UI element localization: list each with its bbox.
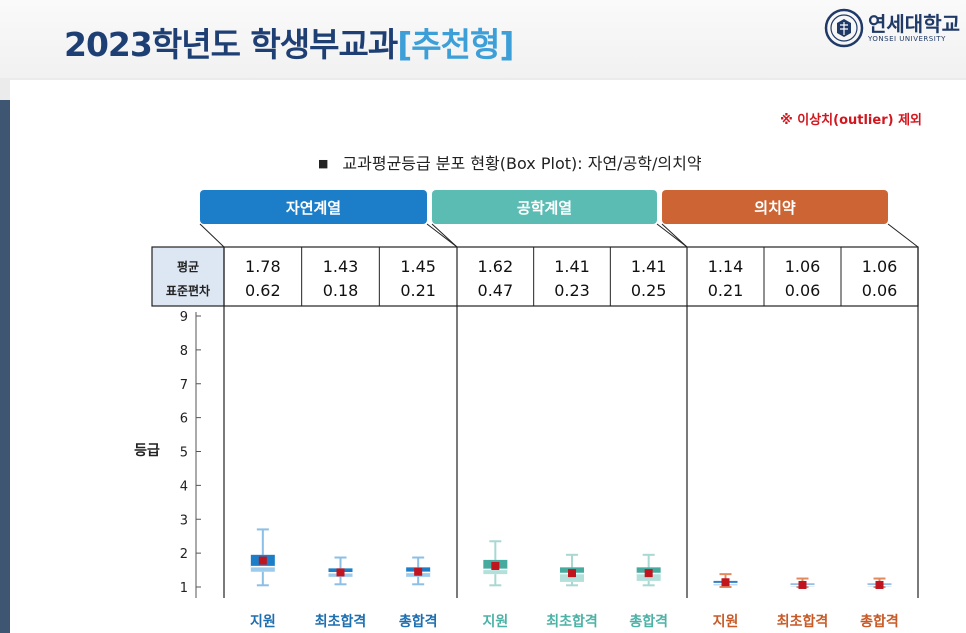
row-label-mean: 평균 xyxy=(177,260,199,274)
stats-label-cell xyxy=(152,247,224,306)
stat-mean-0-2: 1.45 xyxy=(400,257,436,276)
category-label-1-1: 최초합격 xyxy=(546,613,598,630)
category-label-2-1: 최초합격 xyxy=(777,613,829,630)
y-tick-label-2: 2 xyxy=(180,547,188,562)
stat-mean-1-2: 1.41 xyxy=(631,257,667,276)
stat-mean-0-0: 1.78 xyxy=(245,257,281,276)
title-highlight: [추천형] xyxy=(397,25,514,64)
chart-subtitle: ■ 교과평균등급 분포 현황(Box Plot): 자연/공학/의치약 xyxy=(318,150,702,174)
group-tab-label-2: 의치약 xyxy=(754,199,796,217)
stat-sd-0-1: 0.18 xyxy=(323,281,359,300)
category-label-0-0: 지원 xyxy=(250,614,276,630)
box-lower-1-0 xyxy=(483,569,508,575)
y-tick-label-4: 4 xyxy=(180,479,188,494)
university-seal-icon xyxy=(824,8,864,48)
stat-sd-0-0: 0.62 xyxy=(245,281,281,300)
category-label-0-1: 최초합격 xyxy=(315,613,367,630)
mean-marker-0-0 xyxy=(258,556,267,565)
category-label-2-2: 총합격 xyxy=(860,613,899,630)
y-tick-label-8: 8 xyxy=(180,344,188,359)
y-tick-label-3: 3 xyxy=(180,513,188,528)
stat-sd-2-0: 0.21 xyxy=(708,281,744,300)
stat-mean-1-1: 1.41 xyxy=(554,257,590,276)
group-connector-left-1 xyxy=(431,223,458,248)
group-connector-right-2 xyxy=(887,223,919,248)
logo-korean-text: 연세대학교 xyxy=(868,11,960,36)
stat-sd-1-0: 0.47 xyxy=(478,281,514,300)
university-logo: 연세대학교 YONSEI UNIVERSITY xyxy=(824,8,960,48)
group-connector-left-2 xyxy=(661,223,688,248)
group-tab-label-0: 자연계열 xyxy=(286,199,341,217)
y-tick-label-5: 5 xyxy=(180,446,188,461)
group-tab-1 xyxy=(432,190,657,224)
mean-marker-0-2 xyxy=(414,567,423,576)
category-label-2-0: 지원 xyxy=(713,614,739,630)
mean-marker-2-0 xyxy=(721,578,730,587)
category-label-0-2: 총합격 xyxy=(399,613,438,630)
stat-sd-2-2: 0.06 xyxy=(862,281,898,300)
group-connector-right-1 xyxy=(656,223,688,248)
content-panel xyxy=(10,80,966,633)
stat-sd-2-1: 0.06 xyxy=(785,281,821,300)
mean-marker-0-1 xyxy=(336,568,345,577)
mean-marker-1-0 xyxy=(491,561,500,570)
mean-marker-1-2 xyxy=(644,569,653,578)
stat-sd-0-2: 0.21 xyxy=(400,281,436,300)
group-connector-right-0 xyxy=(426,223,458,248)
y-tick-label-6: 6 xyxy=(180,412,188,427)
group-tab-2 xyxy=(662,190,888,224)
page-title: 2023학년도 학생부교과[추천형] xyxy=(64,18,514,66)
group-connector-left-0 xyxy=(199,223,225,248)
stat-mean-2-0: 1.14 xyxy=(708,257,744,276)
category-label-1-2: 총합격 xyxy=(629,613,668,630)
y-axis-label: 등급 xyxy=(134,443,160,459)
subtitle-text: 교과평균등급 분포 현황(Box Plot): 자연/공학/의치약 xyxy=(342,154,702,173)
group-tab-0 xyxy=(200,190,427,224)
mean-marker-2-2 xyxy=(875,580,884,589)
left-accent-strip xyxy=(0,100,10,633)
box-lower-1-1 xyxy=(560,573,584,582)
row-label-sd: 표준편차 xyxy=(166,283,210,298)
stat-sd-1-1: 0.23 xyxy=(554,281,590,300)
stat-sd-1-2: 0.25 xyxy=(631,281,667,300)
stat-mean-2-2: 1.06 xyxy=(862,257,898,276)
y-tick-label-9: 9 xyxy=(180,310,188,325)
group-tab-label-1: 공학계열 xyxy=(517,199,572,217)
mean-marker-2-1 xyxy=(798,580,807,589)
mean-marker-1-1 xyxy=(568,569,576,578)
stat-mean-1-0: 1.62 xyxy=(478,257,514,276)
y-tick-label-7: 7 xyxy=(180,378,188,393)
box-lower-0-0 xyxy=(250,566,275,572)
category-label-1-0: 지원 xyxy=(482,614,508,630)
outlier-note: ※ 이상치(outlier) 제외 xyxy=(780,113,922,128)
stat-mean-2-1: 1.06 xyxy=(785,257,821,276)
bullet-icon: ■ xyxy=(318,157,329,170)
logo-english-text: YONSEI UNIVERSITY xyxy=(868,34,946,43)
box-lower-1-2 xyxy=(636,573,661,581)
title-main: 2023학년도 학생부교과 xyxy=(64,25,398,64)
stat-mean-0-1: 1.43 xyxy=(323,257,359,276)
header-bar: 2023학년도 학생부교과[추천형] 연세대학교 YONSEI UNIVERSI… xyxy=(0,0,966,78)
y-tick-label-1: 1 xyxy=(180,581,188,596)
